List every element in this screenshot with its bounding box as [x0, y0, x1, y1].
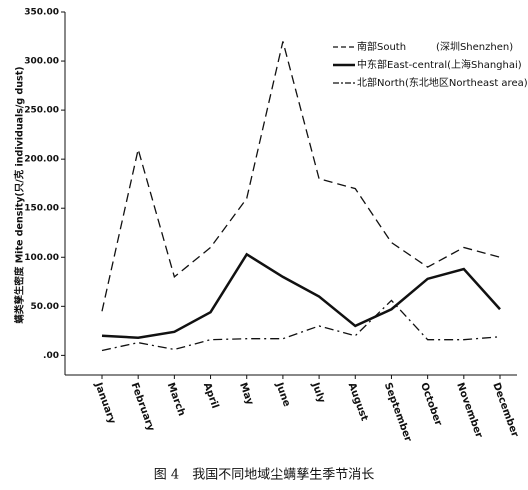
- y-tick-label: .00: [43, 351, 59, 361]
- x-tick-label: November: [454, 381, 484, 439]
- x-tick-label: July: [309, 380, 327, 405]
- x-tick-label: June: [273, 380, 292, 408]
- x-tick-label: December: [490, 381, 520, 438]
- x-tick-label: September: [382, 381, 414, 443]
- legend-label: 中东部East-central(上海Shanghai): [357, 58, 522, 71]
- y-tick-label: 250.00: [24, 106, 59, 116]
- y-tick-label: 300.00: [24, 57, 59, 67]
- x-tick-label: May: [237, 381, 255, 407]
- y-tick-label: 200.00: [24, 155, 59, 165]
- series-line: [101, 299, 501, 352]
- x-tick-label: August: [346, 381, 370, 422]
- series-line: [101, 41, 501, 312]
- y-tick-label: 100.00: [24, 253, 59, 263]
- y-axis-label: 螨类孳生密度 Mite density(只/克 individuals/g du…: [14, 66, 26, 323]
- x-tick-label: October: [418, 381, 444, 427]
- x-tick-label: February: [129, 381, 157, 433]
- y-tick-label: 350.00: [24, 8, 59, 18]
- series-line: [101, 252, 501, 339]
- x-tick-label: January: [92, 380, 118, 425]
- legend-label: 北部North(东北地区Northeast area): [357, 76, 528, 89]
- y-tick-label: 50.00: [31, 302, 59, 312]
- x-tick-label: March: [165, 381, 187, 417]
- legend-label: 南部South (深圳Shenzhen): [357, 40, 513, 53]
- y-tick-label: 150.00: [24, 204, 59, 214]
- caption: 图 4 我国不同地域尘螨孳生季节消长: [154, 467, 374, 483]
- x-tick-label: April: [201, 381, 220, 410]
